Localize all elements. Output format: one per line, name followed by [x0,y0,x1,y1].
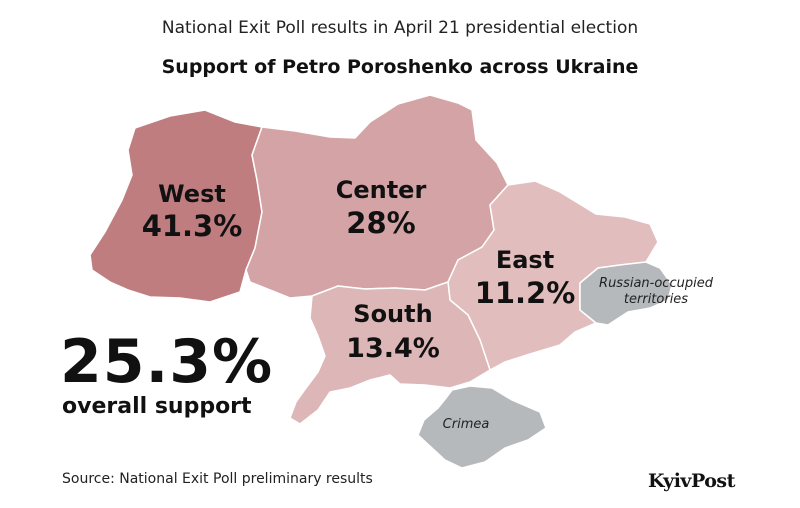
center-value: 28% [346,206,415,240]
map-title: Support of Petro Poroshenko across Ukrai… [161,56,639,78]
west-name: West [158,180,226,208]
east-value: 11.2% [475,276,576,310]
east-name: East [496,246,554,274]
region-east [447,180,659,372]
south-name: South [353,300,432,328]
center-name: Center [336,176,427,204]
crimea-label: Crimea [443,417,490,432]
occupied-donbas-label-1: Russian-occupied [599,276,714,291]
overall-support-label: overall support [62,394,252,419]
region-south [289,280,491,425]
west-value: 41.3% [142,209,243,243]
occupied-crimea [417,385,547,469]
region-west [89,109,264,303]
occupied-donbas-label-2: territories [624,292,688,307]
kyivpost-logo: KyivPost [648,470,735,492]
south-value: 13.4% [346,333,440,364]
source-note: Source: National Exit Poll preliminary r… [62,471,373,487]
occupied-donbas [579,261,673,326]
overall-support-value: 25.3% [60,327,274,397]
map-subtitle: National Exit Poll results in April 21 p… [161,18,639,38]
